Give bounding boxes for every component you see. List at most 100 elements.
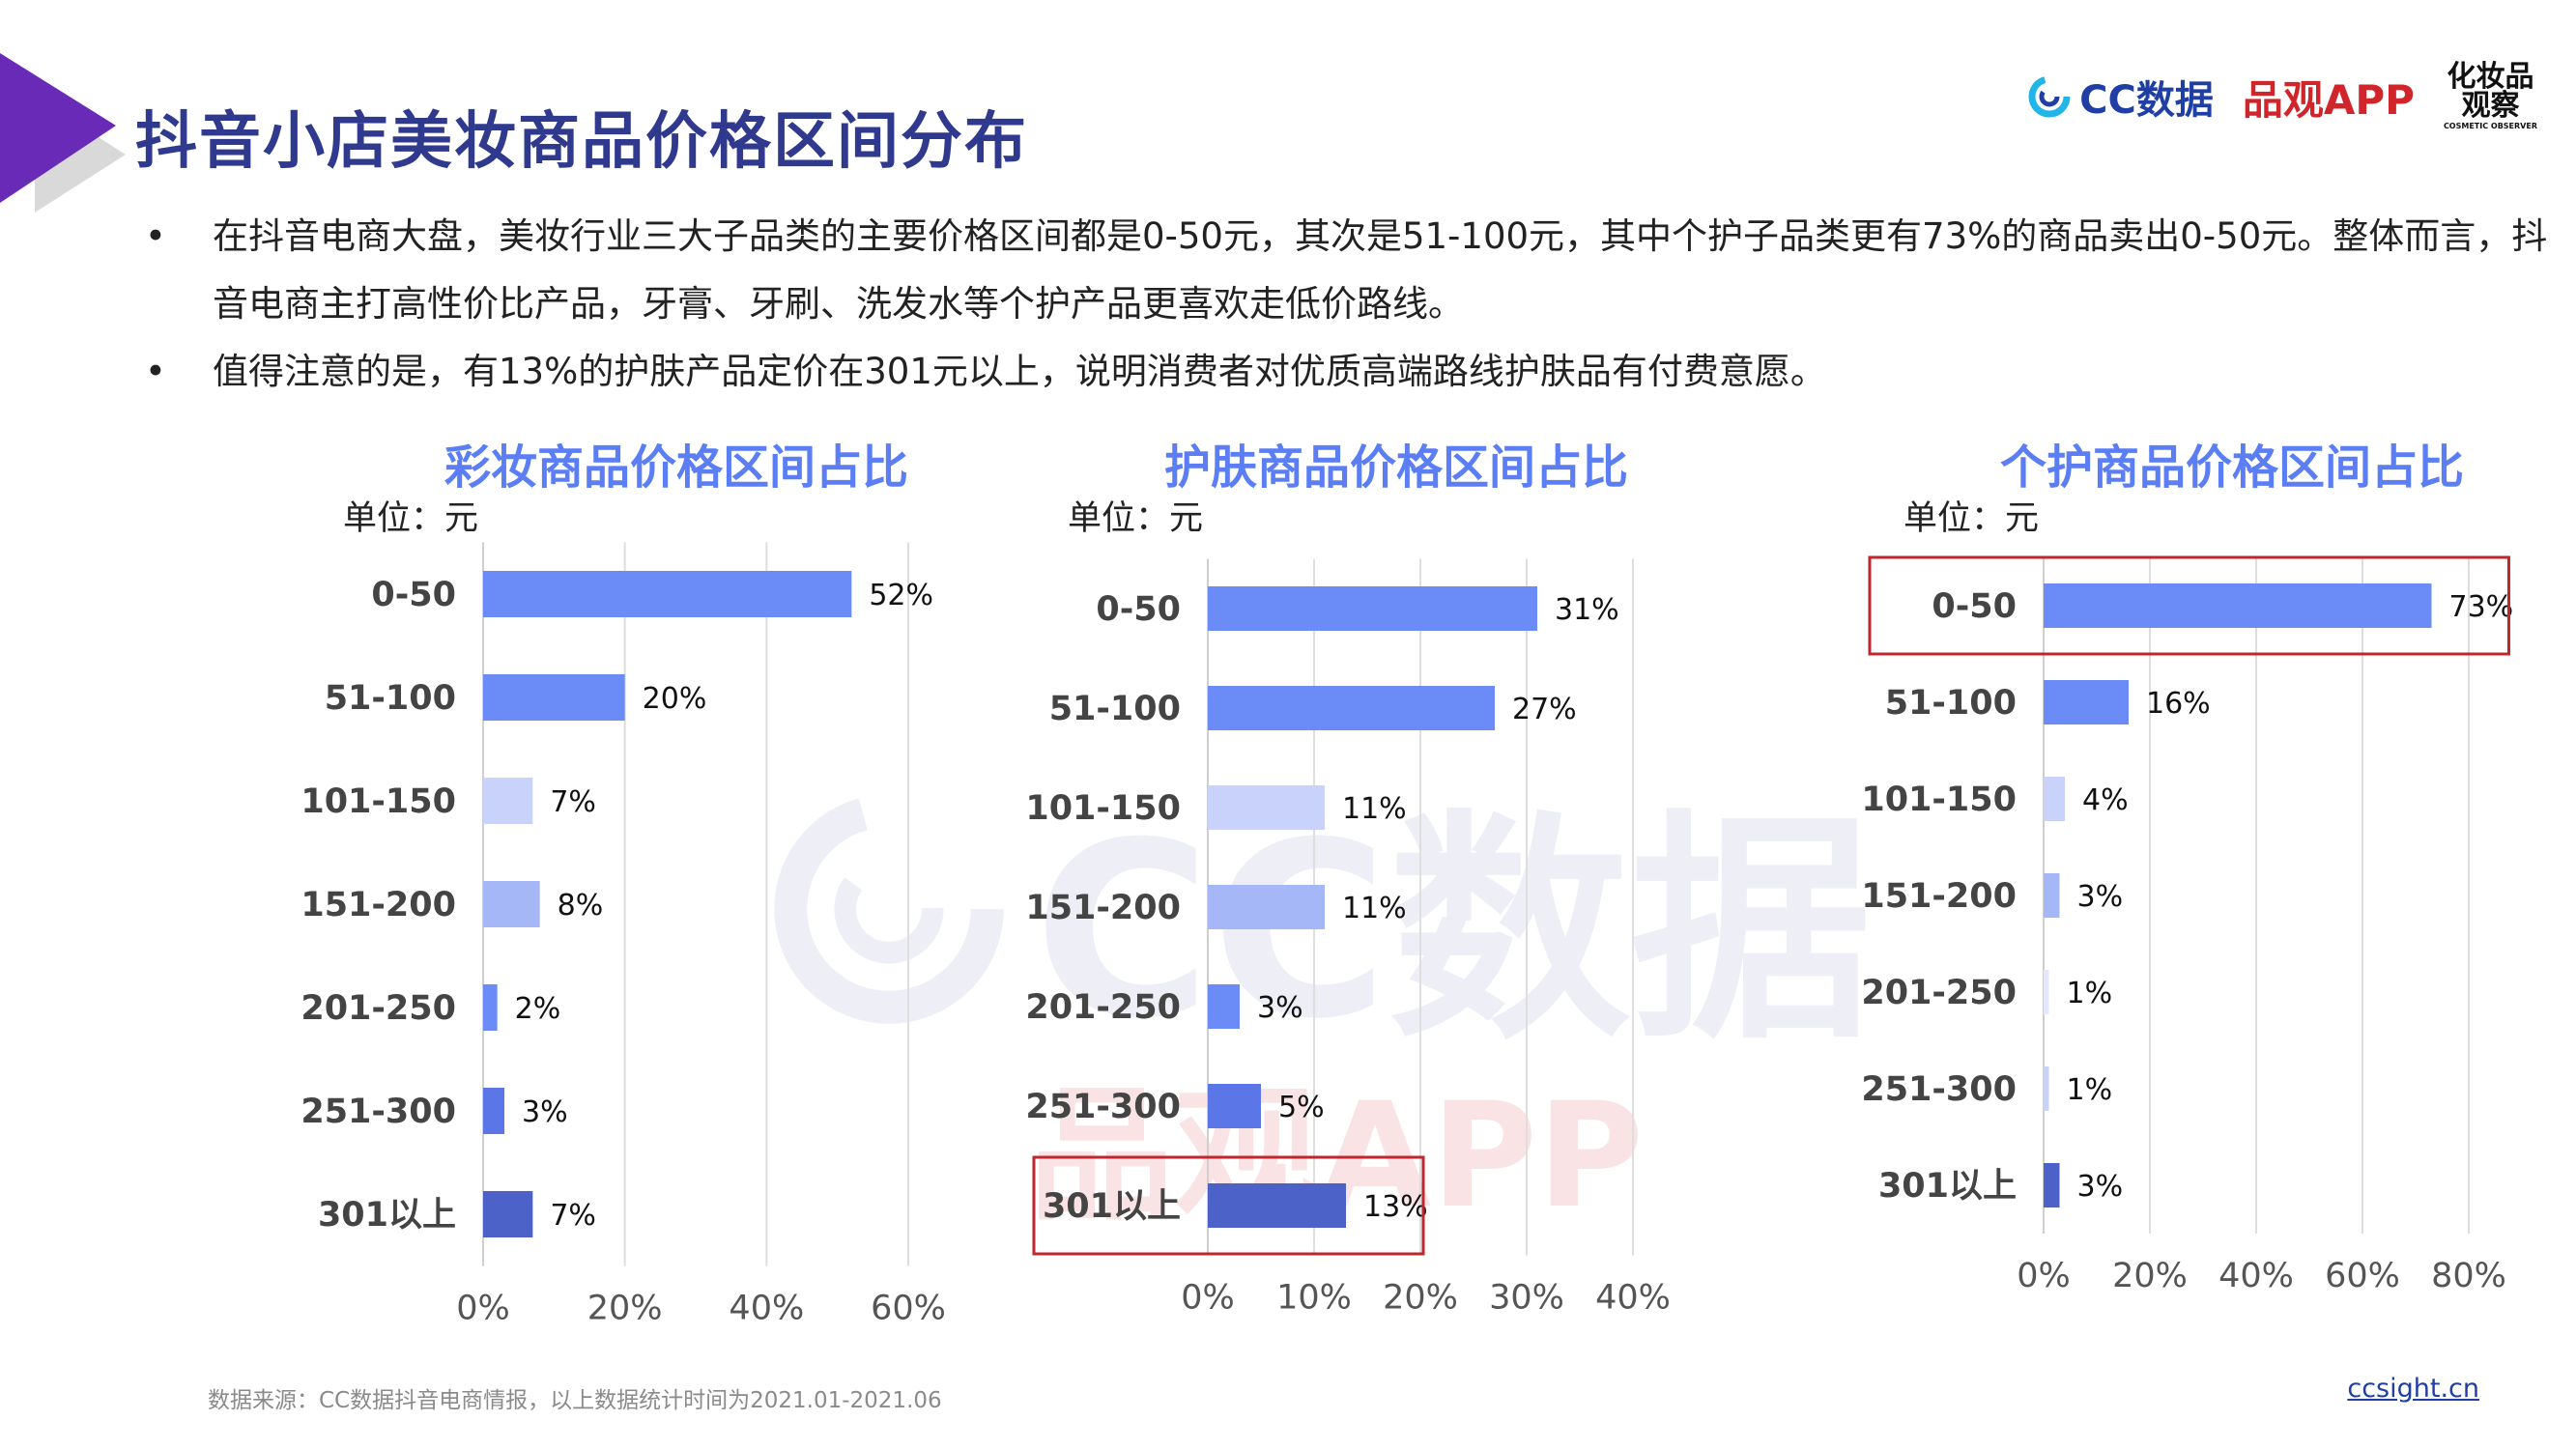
highlight-box [1868,555,2510,656]
bar [483,778,533,824]
chart-unit-label: 单位：元 [343,499,478,538]
x-tick-label: 0% [2017,1257,2071,1295]
x-tick-label: 0% [1181,1279,1235,1318]
category-label: 301以上 [1043,1187,1181,1226]
bar [1208,885,1325,929]
category-label: 201-250 [1025,988,1181,1027]
cosmetic-observer-line2: 观察 [2461,89,2520,123]
bar [483,674,625,721]
x-tick-label: 40% [2218,1257,2294,1295]
cosmetic-observer-sub: COSMETIC OBSERVER [2443,122,2537,130]
category-label: 251-300 [1025,1088,1181,1126]
category-label: 51-100 [325,679,456,718]
x-tick-label: 80% [2431,1257,2506,1295]
chart-unit-label: 单位：元 [1068,499,1203,538]
category-label: 251-300 [301,1093,456,1131]
category-label: 0-50 [371,576,456,614]
value-label: 11% [1342,792,1407,826]
bar [1208,686,1495,730]
bullet-point-2: 值得注意的是，有13%的护肤产品定价在301元以上，说明消费者对优质高端路线护肤… [145,338,2551,406]
bar [2044,1066,2049,1111]
bar [1208,785,1325,830]
category-label: 301以上 [318,1196,456,1235]
value-label: 3% [2077,880,2124,914]
x-tick-label: 20% [1383,1279,1458,1318]
category-label: 101-150 [1025,789,1181,828]
bar [2044,873,2060,918]
value-label: 7% [550,785,596,819]
cc-data-logo: CC数据 [2027,69,2214,125]
bar [2044,970,2049,1014]
x-tick-label: 10% [1276,1279,1352,1318]
cc-data-logo-text: CC数据 [2079,78,2214,123]
category-label: 151-200 [301,886,456,924]
chart-title: 个护商品价格区间占比 [2000,440,2464,495]
category-label: 0-50 [1096,590,1181,629]
cosmetic-observer-logo: 化妆品 观察 COSMETIC OBSERVER [2444,63,2537,130]
highlight-box [1032,1155,1425,1256]
pinguan-app-logo: 品观APP [2242,75,2415,124]
value-label: 7% [550,1199,596,1233]
value-label: 31% [1555,593,1619,627]
x-tick-label: 20% [587,1290,663,1328]
bar [2044,1163,2060,1208]
bar [1208,1183,1346,1228]
chart-title: 护肤商品价格区间占比 [1164,440,1628,495]
value-label: 4% [2082,783,2129,817]
category-label: 51-100 [1885,684,2017,723]
bar [483,571,852,617]
value-label: 1% [2067,977,2113,1010]
bar [2044,777,2065,821]
bar [483,881,540,927]
value-label: 1% [2067,1073,2113,1107]
bar [483,1088,504,1134]
category-label: 151-200 [1861,877,2017,916]
cosmetic-observer-line1: 化妆品 [2447,60,2534,94]
value-label: 27% [1512,693,1577,726]
x-tick-label: 60% [2325,1257,2400,1295]
page-title: 抖音小店美妆商品价格区间分布 [135,106,1028,178]
category-label: 51-100 [1049,690,1181,728]
category-label: 151-200 [1025,889,1181,927]
category-label: 201-250 [1861,974,2017,1012]
value-label: 16% [2146,687,2211,721]
chart-title: 彩妆商品价格区间占比 [444,440,908,495]
cc-swirl-icon [2028,75,2071,118]
corner-triangle-decoration [0,53,126,213]
x-tick-label: 0% [456,1290,510,1328]
bar [1208,586,1537,631]
ccsight-link[interactable]: ccsight.cn [2347,1374,2479,1404]
bar [2044,680,2129,724]
bar [483,984,498,1031]
value-label: 8% [558,889,604,923]
summary-bullets: 在抖音电商大盘，美妆行业三大子品类的主要价格区间都是0-50元，其次是51-10… [145,203,2551,406]
data-source-note: 数据来源：CC数据抖音电商情报，以上数据统计时间为2021.01-2021.06 [208,1388,942,1413]
category-label: 201-250 [301,989,456,1028]
bar [2044,583,2432,628]
x-tick-label: 30% [1489,1279,1564,1318]
x-tick-label: 20% [2112,1257,2188,1295]
bar [1208,1084,1261,1128]
category-label: 251-300 [1861,1070,2017,1109]
x-tick-label: 60% [871,1290,946,1328]
value-label: 2% [515,992,561,1026]
category-label: 0-50 [1932,587,2017,626]
bullet-point-1: 在抖音电商大盘，美妆行业三大子品类的主要价格区间都是0-50元，其次是51-10… [145,203,2551,338]
bar [1208,984,1240,1029]
value-label: 5% [1278,1091,1325,1124]
value-label: 73% [2449,590,2514,624]
value-label: 3% [522,1095,568,1129]
value-label: 20% [643,682,707,716]
logo-bar: CC数据 品观APP 化妆品 观察 COSMETIC OBSERVER [2027,58,2537,135]
x-tick-label: 40% [729,1290,804,1328]
value-label: 3% [2077,1170,2124,1204]
x-tick-label: 40% [1595,1279,1671,1318]
category-label: 301以上 [1878,1167,2017,1206]
value-label: 13% [1363,1190,1428,1224]
value-label: 3% [1257,991,1303,1025]
category-label: 101-150 [1861,781,2017,819]
chart-unit-label: 单位：元 [1903,499,2039,538]
